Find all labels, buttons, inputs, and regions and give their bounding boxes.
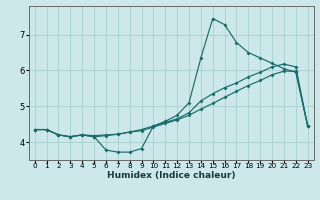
X-axis label: Humidex (Indice chaleur): Humidex (Indice chaleur) xyxy=(107,171,236,180)
